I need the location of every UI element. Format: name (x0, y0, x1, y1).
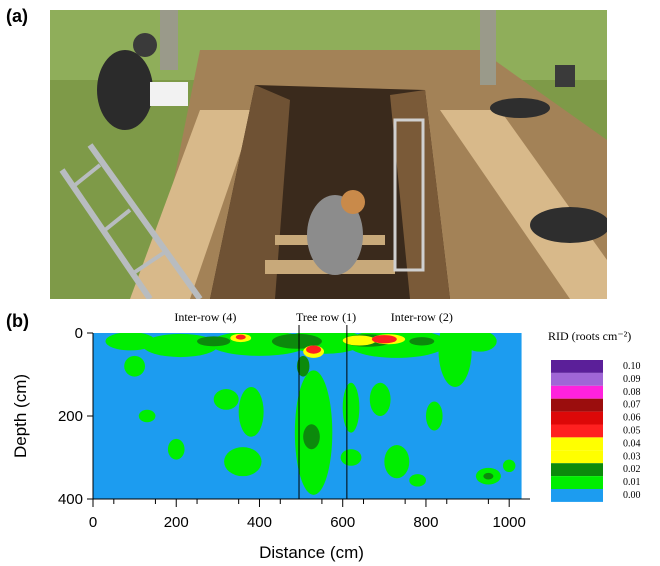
density-contour (369, 382, 391, 416)
panel-label-a: (a) (6, 6, 28, 26)
density-contour (138, 409, 156, 423)
density-contour (438, 333, 472, 387)
colorbar-swatch (551, 411, 603, 425)
density-contour (340, 449, 362, 466)
colorbar-level-label: 0.01 (623, 477, 641, 488)
tree-trunk (160, 10, 178, 70)
chart-axes: 0 200 400 600 800 1000 0 200 400 Distance (cm) Dep… (11, 310, 530, 562)
density-contour (303, 424, 320, 450)
density-contour (371, 335, 397, 344)
colorbar-swatch (551, 437, 603, 451)
density-contour (483, 472, 494, 480)
colorbar-swatch (551, 450, 603, 464)
y-tick-label: 0 (75, 325, 83, 342)
colorbar-level-label: 0.04 (623, 438, 641, 449)
colorbar-legend: RID (roots cm⁻²) 0.10 0.09 0.08 0.07 0.06 0.05… (548, 329, 641, 502)
density-contour (197, 336, 231, 347)
x-tick-label: 800 (413, 514, 438, 531)
grid-frame (393, 118, 425, 272)
density-contour (425, 401, 443, 431)
colorbar-swatch (551, 463, 603, 477)
notebook (150, 82, 188, 106)
x-tick-label: 0 (89, 514, 97, 531)
person-kneeling (97, 50, 153, 130)
colorbar-level-label: 0.07 (623, 400, 641, 411)
density-contour (167, 438, 185, 460)
bucket (555, 65, 575, 87)
x-tick-label: 1000 (493, 514, 526, 531)
ladder (59, 143, 203, 299)
colorbar-level-label: 0.05 (623, 426, 641, 437)
density-contour (213, 389, 239, 410)
y-tick-label: 200 (58, 408, 83, 425)
x-tick-label: 200 (164, 514, 189, 531)
colorbar-level-label: 0.09 (623, 374, 641, 385)
density-contour (342, 335, 377, 346)
colorbar-swatch (551, 372, 603, 386)
colorbar-level-label: 0.00 (623, 490, 641, 501)
density-contour (306, 345, 322, 354)
density-contour (409, 337, 435, 346)
clothing-pile (490, 98, 550, 118)
density-contour (463, 333, 497, 352)
density-contour (502, 459, 516, 473)
field-photo (50, 10, 607, 299)
y-axis-title: Depth (cm) (11, 374, 30, 458)
density-contour (271, 333, 322, 349)
colorbar-level-label: 0.02 (623, 464, 641, 475)
density-contour (235, 334, 246, 340)
heatmap-plot (93, 333, 522, 499)
tree-trunk (480, 10, 496, 85)
density-contour (238, 386, 264, 437)
root-density-chart: 0 200 400 600 800 1000 0 200 400 Distance (cm) Dep… (11, 310, 641, 562)
panel-label-b: (b) (6, 311, 29, 331)
colorbar-level-label: 0.08 (623, 387, 641, 398)
x-tick-label: 600 (330, 514, 355, 531)
colorbar-swatch (551, 398, 603, 412)
person-in-trench-head (341, 190, 365, 214)
region-label: Inter-row (2) (391, 310, 453, 324)
x-axis-title: Distance (cm) (259, 543, 364, 562)
person-head (133, 33, 157, 57)
density-contour (342, 382, 360, 433)
colorbar-swatch (551, 476, 603, 489)
density-contour (124, 355, 146, 377)
colorbar-level-label: 0.03 (623, 451, 641, 462)
trench-wall-left (210, 85, 290, 299)
density-contour (384, 445, 410, 479)
colorbar-swatch (551, 424, 603, 438)
colorbar-level-label: 0.06 (623, 413, 641, 424)
colorbar-swatch (551, 489, 603, 502)
right-plank (440, 110, 607, 299)
density-contour (224, 447, 262, 477)
region-label: Tree row (1) (296, 310, 356, 324)
density-contour (105, 333, 156, 351)
y-tick-label: 400 (58, 491, 83, 508)
colorbar-swatch (551, 385, 603, 399)
colorbar-level-label: 0.10 (623, 361, 641, 372)
left-plank (130, 110, 255, 299)
density-contour (409, 474, 426, 487)
trench-wall-right (390, 90, 450, 299)
person-in-trench (307, 195, 363, 275)
colorbar-swatch (551, 360, 603, 373)
x-tick-label: 400 (247, 514, 272, 531)
colorbar-title: RID (roots cm⁻²) (548, 329, 631, 343)
clothing-pile (530, 207, 607, 243)
region-label: Inter-row (4) (174, 310, 236, 324)
density-contour (296, 355, 310, 377)
